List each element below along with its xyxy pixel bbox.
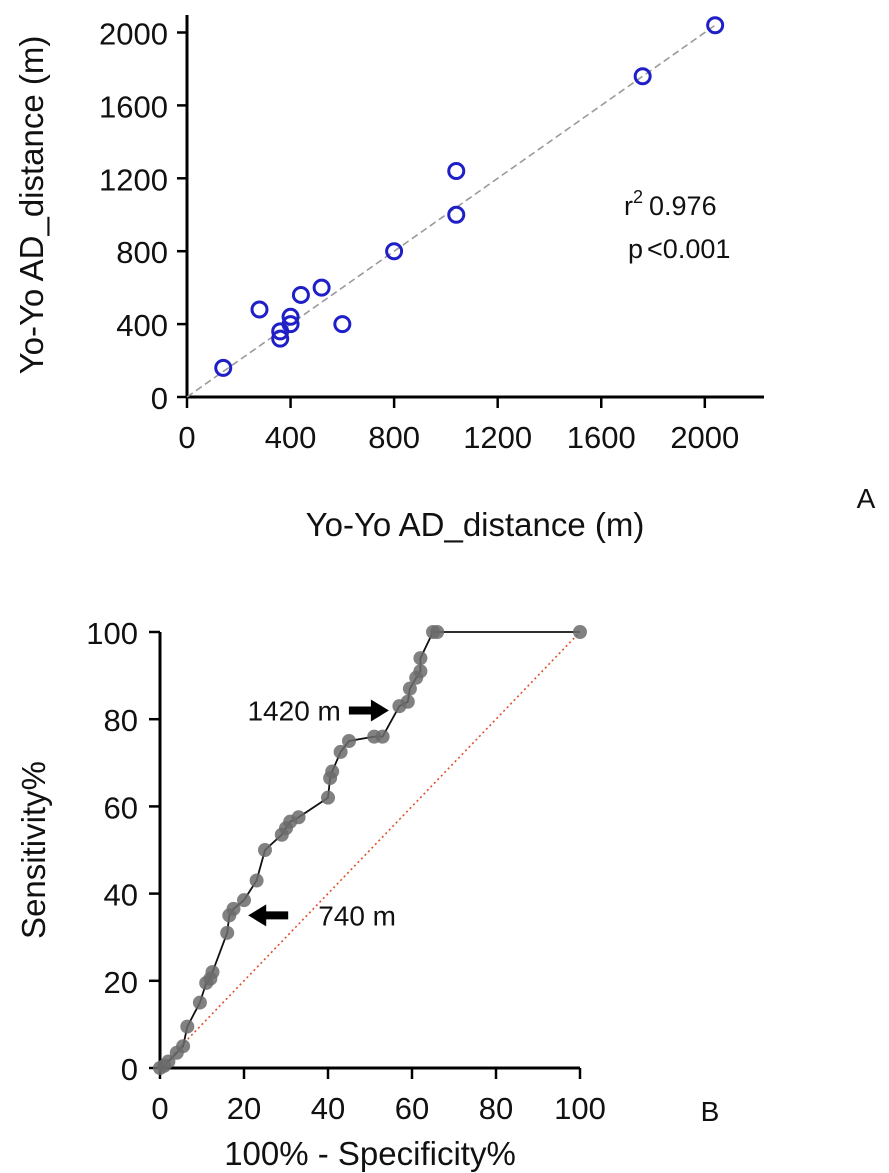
panel-a-y-ticks: 0 400 800 1200 1600 2000 xyxy=(99,17,187,416)
annotation-arrow xyxy=(248,904,289,927)
panel-a-data-point xyxy=(214,358,233,377)
panel-a-x-tick-label: 800 xyxy=(368,420,420,455)
panel-b-x-tick-label: 80 xyxy=(479,1091,513,1126)
panel-b-data-point xyxy=(161,1054,176,1069)
annotation-label: 740 m xyxy=(318,900,396,931)
panel-a-x-tick-label: 400 xyxy=(265,420,317,455)
r-squared-symbol: r xyxy=(624,191,633,221)
panel-b: 0 20 40 60 80 100 0 20 40 60 80 100 1420 m 740 m 10… xyxy=(15,616,719,1172)
panel-b-y-tick-label: 60 xyxy=(104,790,138,825)
panel-a-y-tick-label: 400 xyxy=(116,308,168,343)
panel-a-y-tick-label: 800 xyxy=(116,235,168,270)
panel-b-x-tick-label: 40 xyxy=(311,1091,345,1126)
panel-a-data-point xyxy=(447,205,466,224)
panel-b-x-tick-label: 0 xyxy=(151,1091,168,1126)
panel-a-data-point xyxy=(633,67,652,86)
panel-b-y-tick-label: 0 xyxy=(121,1052,138,1087)
panel-a-data-point xyxy=(281,315,300,334)
panel-b-data-point xyxy=(430,625,445,639)
panel-a-data-point xyxy=(281,307,300,326)
panel-b-data-point xyxy=(413,664,428,679)
panel-b-data-point xyxy=(176,1039,191,1054)
panel-a-x-tick-label: 1600 xyxy=(567,420,636,455)
panel-b-data-point xyxy=(342,734,356,748)
r-squared-annotation: r2 0.976 xyxy=(624,187,717,221)
panel-a-y-tick-label: 0 xyxy=(151,381,168,416)
panel-b-x-ticks: 0 20 40 60 80 100 xyxy=(151,1068,606,1126)
panel-b-y-ticks: 0 20 40 60 80 100 xyxy=(86,616,160,1087)
panel-b-data-point xyxy=(375,729,390,744)
panel-b-data-point xyxy=(413,651,428,666)
panel-a-y-tick-label: 1600 xyxy=(99,89,168,124)
panel-b-data-point xyxy=(237,893,251,908)
panel-b-x-tick-label: 20 xyxy=(227,1091,261,1126)
p-value-annotation: p <0.001 xyxy=(628,234,730,264)
panel-a-y-tick-label: 2000 xyxy=(99,17,168,52)
panel-b-x-tick-label: 100 xyxy=(554,1091,606,1126)
panel-b-label: B xyxy=(701,1096,720,1127)
panel-b-data-point xyxy=(321,790,335,805)
panel-b-y-tick-label: 80 xyxy=(104,703,138,738)
panel-a-x-axis-label: Yo-Yo AD_distance (m) xyxy=(306,506,645,543)
r-squared-exponent: 2 xyxy=(633,187,643,207)
panel-a-data-point xyxy=(706,16,725,35)
panel-b-y-tick-label: 20 xyxy=(104,965,138,1000)
panel-b-data-point xyxy=(333,744,348,759)
panel-b-x-axis-label: 100% - Specificity% xyxy=(224,1135,516,1172)
panel-b-data-point xyxy=(325,764,340,779)
panel-b-data-point xyxy=(226,901,241,916)
panel-b-data-point xyxy=(573,625,587,639)
panel-a-data-point xyxy=(333,315,352,334)
panel-b-data-point xyxy=(180,1019,195,1034)
panel-b-annotations: 1420 m 740 m xyxy=(247,695,396,931)
panel-b-data-point xyxy=(220,925,235,940)
panel-a-x-tick-label: 0 xyxy=(178,420,195,455)
annotation-label: 1420 m xyxy=(247,695,340,726)
panel-b-points xyxy=(153,625,587,1075)
panel-a-label: A xyxy=(857,483,876,514)
panel-b-data-point xyxy=(205,965,220,980)
panel-b-data-point xyxy=(249,873,264,888)
panel-b-x-tick-label: 60 xyxy=(395,1091,429,1126)
panel-a-points xyxy=(214,16,725,377)
panel-b-data-point xyxy=(402,681,417,696)
panel-b-data-point xyxy=(258,843,272,857)
panel-a-x-tick-label: 2000 xyxy=(670,420,739,455)
panel-a-data-point xyxy=(312,278,331,297)
panel-a-x-ticks: 0 400 800 1200 1600 2000 xyxy=(178,397,739,455)
panel-b-y-tick-label: 40 xyxy=(104,878,138,913)
panel-b-data-point xyxy=(192,995,207,1010)
p-value: <0.001 xyxy=(647,234,730,264)
panel-b-data-point xyxy=(291,810,306,825)
panel-b-y-tick-label: 100 xyxy=(86,616,138,651)
panel-b-y-axis-label: Sensitivity% xyxy=(15,761,52,939)
annotation-arrow xyxy=(348,699,389,722)
panel-a-data-point xyxy=(271,329,290,348)
panel-a-data-point xyxy=(250,300,269,319)
panel-a-y-tick-label: 1200 xyxy=(99,162,168,197)
p-symbol: p xyxy=(628,234,643,264)
panel-a-data-point xyxy=(291,285,310,304)
panel-a-x-tick-label: 1200 xyxy=(463,420,532,455)
panel-a-y-axis-label: Yo-Yo AD_distance (m) xyxy=(13,36,50,375)
panel-a-data-point xyxy=(447,162,466,181)
panel-b-data-point xyxy=(400,694,415,709)
r-squared-value: 0.976 xyxy=(649,191,717,221)
panel-a-data-point xyxy=(385,242,404,261)
panel-b-reference-line xyxy=(159,631,581,1069)
